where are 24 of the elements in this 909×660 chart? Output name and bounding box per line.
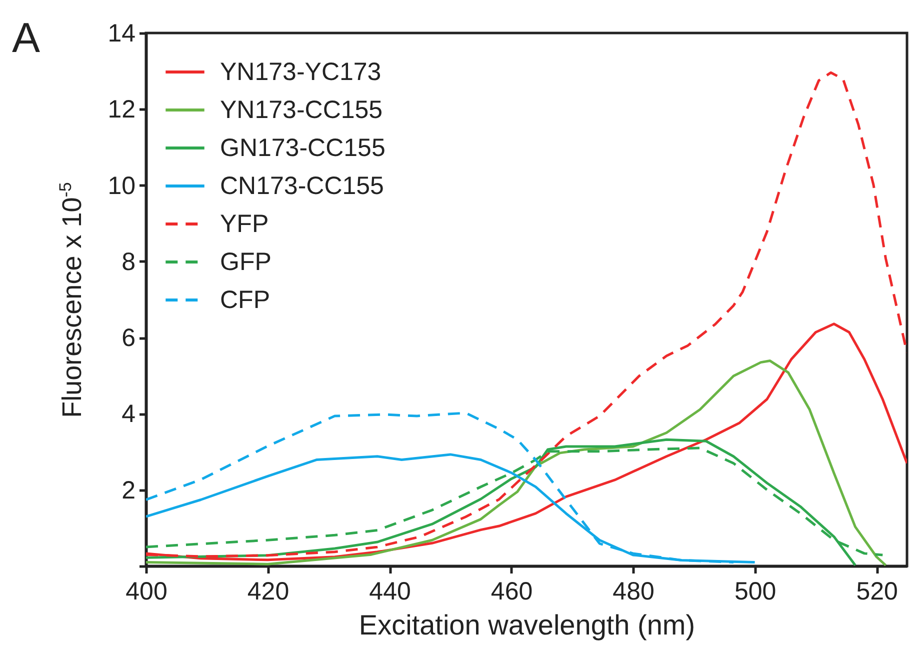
line-series bbox=[146, 360, 887, 566]
x-axis-title: Excitation wavelength (nm) bbox=[358, 610, 696, 640]
y-tick-label: 8 bbox=[122, 248, 136, 276]
x-tick-label: 520 bbox=[856, 578, 898, 606]
y-tick-label: 4 bbox=[122, 400, 136, 428]
x-tick-label: 440 bbox=[369, 578, 411, 606]
y-tick-label: 10 bbox=[108, 172, 136, 200]
legend-label: YN173-CC155 bbox=[220, 96, 383, 124]
legend-label: GN173-CC155 bbox=[220, 134, 386, 162]
x-tick-label: 400 bbox=[126, 578, 168, 606]
y-tick-label: 2 bbox=[122, 476, 136, 504]
y-tick-label: 12 bbox=[108, 96, 136, 124]
legend-label: YN173-YC173 bbox=[220, 58, 382, 86]
legend-label: GFP bbox=[220, 248, 272, 276]
legend-label: YFP bbox=[220, 210, 269, 238]
x-tick-label: 420 bbox=[247, 578, 290, 606]
legend-label: CFP bbox=[220, 286, 270, 314]
x-tick-label: 460 bbox=[490, 578, 533, 606]
x-tick-label: 480 bbox=[612, 578, 654, 606]
y-tick-label: 6 bbox=[122, 324, 136, 352]
y-tick-label: 14 bbox=[108, 20, 136, 48]
text: A bbox=[12, 14, 40, 62]
x-tick-label: 500 bbox=[734, 578, 776, 606]
legend-label: CN173-CC155 bbox=[220, 172, 384, 200]
